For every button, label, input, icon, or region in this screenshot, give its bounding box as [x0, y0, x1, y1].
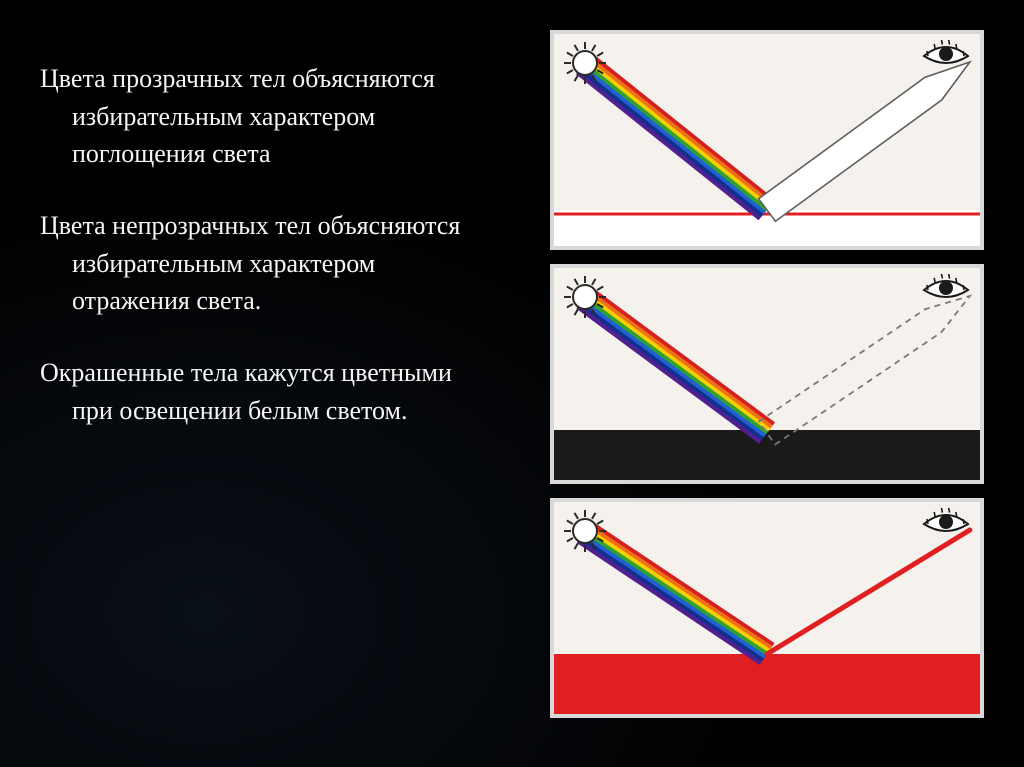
diagram-black-surface [550, 264, 984, 484]
eye-icon [922, 508, 970, 536]
diagram-white-surface [550, 30, 984, 250]
paragraph-transparent: Цвета прозрачных тел объясняются избират… [40, 60, 490, 173]
paragraph-opaque: Цвета непрозрачных тел объясняются избир… [40, 207, 490, 320]
diagram-panel [520, 0, 1024, 767]
eye-icon [922, 274, 970, 302]
diagram-svg [554, 268, 980, 480]
sun-icon [562, 508, 608, 554]
paragraph-colored: Окрашенные тела кажутся цветными при осв… [40, 354, 490, 429]
eye-icon [922, 40, 970, 68]
sun-icon [562, 40, 608, 86]
text-panel: Цвета прозрачных тел объясняются избират… [0, 0, 520, 767]
diagram-red-surface [550, 498, 984, 718]
diagram-svg [554, 34, 980, 246]
diagram-svg [554, 502, 980, 714]
sun-icon [562, 274, 608, 320]
